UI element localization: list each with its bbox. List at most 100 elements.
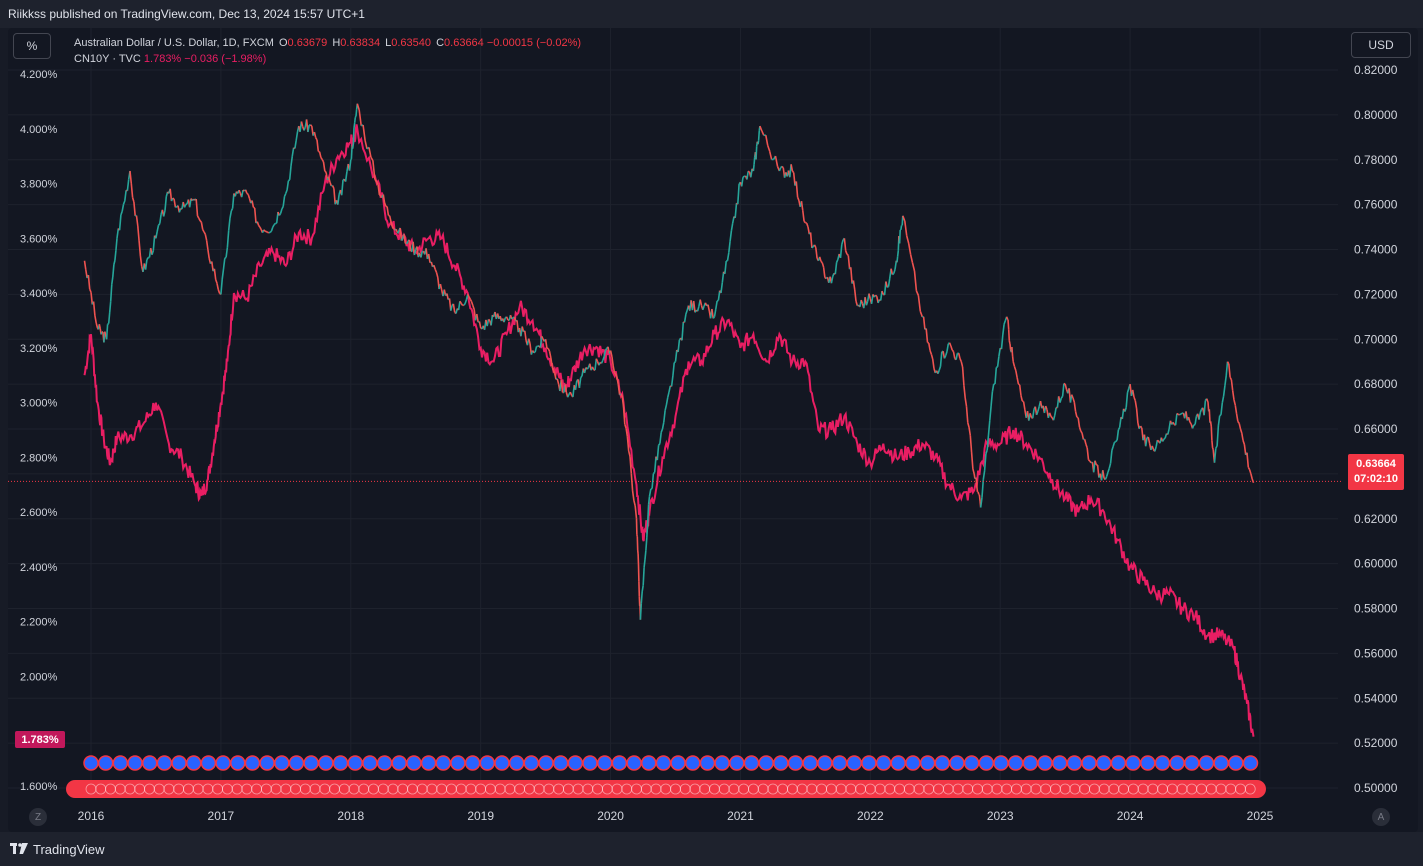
audusd-candle-segment [229, 210, 233, 219]
audusd-candle-segment [1234, 405, 1238, 415]
audusd-candle-segment [970, 452, 974, 469]
event-marker [508, 755, 525, 771]
audusd-candle-segment [1118, 417, 1122, 428]
audusd-candle-segment [173, 198, 177, 208]
audusd-candle-segment [1161, 438, 1165, 442]
audusd-candle-segment [460, 302, 464, 306]
audusd-candle-segment [978, 494, 981, 502]
audusd-candle-segment [1189, 421, 1192, 425]
event-marker [567, 755, 584, 771]
event-marker [185, 755, 202, 771]
event-marker [743, 755, 760, 771]
scale-left-button[interactable]: Z [29, 808, 47, 826]
event-marker [420, 755, 437, 771]
audusd-candle-segment [109, 284, 113, 302]
left-tick-label: 2.400% [20, 562, 58, 574]
audusd-candle-segment [463, 303, 466, 306]
audusd-candle-segment [547, 348, 551, 352]
chart-panel[interactable]: 2016 2017 2018 2019 2020 2021 2022 2023 2024 2025… [8, 28, 1418, 832]
audusd-candle-segment [331, 185, 335, 189]
audusd-candle-segment [390, 221, 394, 227]
percent-scale-button[interactable]: % [13, 33, 51, 59]
audusd-candle-segment [641, 585, 644, 592]
audusd-candle-segment [964, 397, 968, 407]
audusd-candle-segment [1085, 443, 1088, 449]
audusd-candle-segment [646, 504, 650, 523]
audusd-candle-segment [640, 591, 643, 604]
audusd-candle-segment [355, 109, 358, 117]
audusd-candle-segment [214, 279, 218, 284]
audusd-candle-segment [135, 215, 139, 227]
audusd-candle-segment [129, 170, 133, 184]
low-value: 0.63540 [391, 37, 432, 49]
event-marker [1125, 755, 1141, 771]
overlay-series-name: CN10Y · TVC [74, 53, 141, 65]
audusd-candle-segment [1112, 441, 1116, 447]
audusd-candle-segment [699, 299, 703, 306]
currency-button[interactable]: USD [1351, 32, 1411, 58]
audusd-candle-segment [396, 230, 400, 234]
audusd-candle-segment [633, 500, 636, 507]
auto-scale-button[interactable]: A [1372, 808, 1390, 826]
audusd-candle-segment [1009, 343, 1012, 350]
chart-canvas[interactable]: 2016 2017 2018 2019 2020 2021 2022 2023 2024 2025… [8, 28, 1418, 832]
publisher-line: Riikkss published on TradingView.com, De… [8, 7, 365, 21]
audusd-candle-segment [702, 305, 705, 311]
audusd-candle-segment [983, 453, 987, 471]
audusd-candle-segment [1124, 407, 1127, 412]
audusd-candle-segment [544, 339, 548, 349]
event-marker [1081, 755, 1097, 771]
event-marker [83, 755, 99, 771]
cn10y-value-tag: 1.783% [15, 731, 65, 748]
audusd-candle-segment [231, 193, 235, 209]
overlay-series-legend[interactable]: CN10Y · TVC 1.783% −0.036 (−1.98%) [74, 51, 581, 67]
audusd-candle-segment [646, 522, 649, 538]
audusd-candle-segment [511, 316, 514, 320]
audusd-candle-segment [617, 384, 621, 395]
x-tick-label: 2025 [1247, 809, 1274, 823]
x-tick-label: 2016 [78, 809, 105, 823]
chart-legend: Australian Dollar / U.S. Dollar, 1D, FXC… [74, 35, 581, 67]
audusd-candle-segment [144, 259, 148, 270]
audusd-candle-segment [902, 215, 906, 222]
right-tick-label: 0.62000 [1354, 512, 1398, 526]
audusd-candle-segment [661, 422, 665, 430]
audusd-candle-segment [372, 160, 376, 180]
audusd-candle-segment [818, 256, 822, 262]
audusd-candle-segment [594, 358, 598, 371]
audusd-candle-segment [685, 310, 688, 315]
main-series-legend[interactable]: Australian Dollar / U.S. Dollar, 1D, FXC… [74, 35, 581, 51]
audusd-candle-segment [1231, 390, 1235, 401]
audusd-candle-segment [630, 473, 634, 491]
audusd-candle-segment [116, 228, 120, 239]
audusd-candle-segment [1238, 423, 1242, 430]
event-marker [156, 755, 173, 771]
audusd-candle-segment [820, 260, 823, 264]
audusd-candle-segment [320, 156, 323, 160]
audusd-candle-segment [288, 165, 292, 180]
main-series-name: Australian Dollar / U.S. Dollar, 1D, FXC… [74, 37, 274, 49]
audusd-candle-segment [1054, 407, 1057, 416]
tradingview-logo[interactable]: TradingView [10, 842, 105, 857]
left-tick-label: 3.000% [20, 398, 58, 410]
right-tick-label: 0.82000 [1354, 63, 1398, 77]
audusd-candle-segment [1210, 426, 1213, 441]
audusd-candle-segment [1243, 444, 1247, 455]
audusd-candle-segment [790, 164, 794, 172]
audusd-candle-segment [95, 322, 99, 329]
audusd-candle-segment [200, 222, 204, 230]
audusd-candle-segment [327, 176, 331, 183]
audusd-candle-segment [230, 207, 234, 212]
audusd-candle-segment [221, 268, 225, 280]
audusd-candle-segment [1251, 478, 1255, 484]
audusd-candle-segment [434, 268, 438, 273]
audusd-candle-segment [712, 316, 716, 319]
left-tick-label: 3.200% [20, 343, 58, 355]
audusd-candle-segment [1102, 470, 1105, 479]
audusd-candle-segment [105, 324, 109, 340]
audusd-candle-segment [976, 486, 979, 493]
audusd-candle-segment [472, 305, 475, 310]
audusd-candle-segment [348, 159, 352, 171]
audusd-candle-segment [717, 290, 721, 301]
audusd-candle-segment [968, 426, 972, 436]
